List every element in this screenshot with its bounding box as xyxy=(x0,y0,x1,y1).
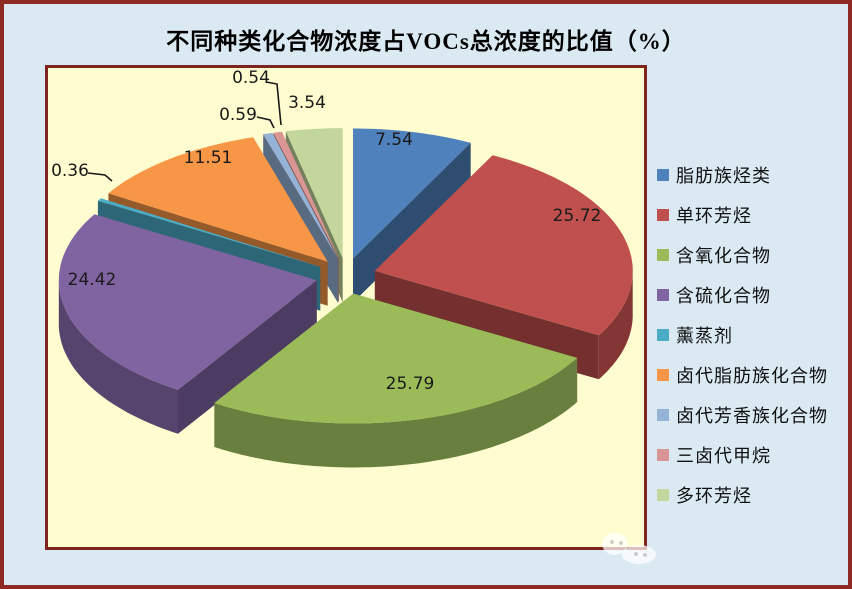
legend-label: 三卤代甲烷 xyxy=(676,446,771,466)
legend-label: 脂肪族烃类 xyxy=(676,166,771,186)
legend-label: 多环芳烃 xyxy=(676,486,752,506)
chart-title: 不同种类化合物浓度占VOCs总浓度的比值（%） xyxy=(166,29,686,54)
legend-label: 单环芳烃 xyxy=(676,206,752,226)
watermark-eye-dot xyxy=(634,552,638,556)
legend-item-8: 多环芳烃 xyxy=(657,482,828,508)
legend-swatch-icon xyxy=(657,409,669,421)
legend-swatch-icon xyxy=(657,289,669,301)
legend-swatch-icon xyxy=(657,369,669,381)
legend-item-3: 含硫化合物 xyxy=(657,282,828,308)
watermark-eye-dot xyxy=(610,540,614,544)
legend-label: 含硫化合物 xyxy=(676,286,771,306)
watermark-cloud-icon xyxy=(602,533,628,555)
watermark-eye-dot xyxy=(643,553,647,557)
legend-label: 薰蒸剂 xyxy=(676,326,733,346)
legend-swatch-icon xyxy=(657,449,669,461)
legend-item-1: 单环芳烃 xyxy=(657,202,828,228)
legend-item-7: 三卤代甲烷 xyxy=(657,442,828,468)
watermark-eye-dot xyxy=(619,541,623,545)
legend-label: 含氧化合物 xyxy=(676,246,771,266)
plot-area xyxy=(45,65,647,550)
legend-swatch-icon xyxy=(657,329,669,341)
legend-item-6: 卤代芳香族化合物 xyxy=(657,402,828,428)
legend-label: 卤代芳香族化合物 xyxy=(676,406,828,426)
legend-swatch-icon xyxy=(657,489,669,501)
legend-label: 卤代脂肪族化合物 xyxy=(676,366,828,386)
legend-item-4: 薰蒸剂 xyxy=(657,322,828,348)
watermark-cloud-icon xyxy=(622,545,656,564)
legend-item-0: 脂肪族烃类 xyxy=(657,162,828,188)
legend-swatch-icon xyxy=(657,209,669,221)
legend: 脂肪族烃类单环芳烃含氧化合物含硫化合物薰蒸剂卤代脂肪族化合物 卤代芳香族化合物 三卤… xyxy=(657,162,828,508)
legend-item-5: 卤代脂肪族化合物 xyxy=(657,362,828,388)
legend-swatch-icon xyxy=(657,249,669,261)
legend-item-2: 含氧化合物 xyxy=(657,242,828,268)
legend-swatch-icon xyxy=(657,169,669,181)
